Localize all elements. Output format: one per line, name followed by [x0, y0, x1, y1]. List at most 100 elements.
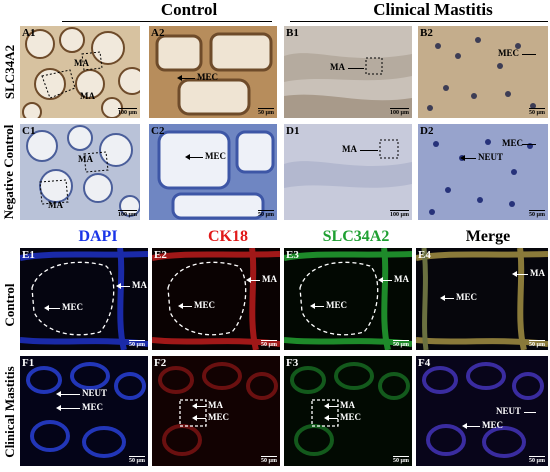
header-control: Control — [160, 0, 218, 19]
panel-b1: B1 MA 100 µm — [284, 26, 412, 118]
panel-e1-mec-label: MEC — [62, 302, 83, 312]
panel-d1-scale-bar: 100 µm — [390, 212, 409, 218]
panel-e3-scale-bar: 50 µm — [393, 342, 409, 348]
panel-a2-image — [149, 26, 277, 118]
panel-d1-label: D1 — [286, 125, 300, 137]
panel-e2-scale-bar: 50 µm — [261, 342, 277, 348]
panel-a2: A2 MEC 50 µm — [149, 26, 277, 118]
panel-e4-mec-arrow — [440, 295, 454, 301]
panel-f1-label: F1 — [22, 357, 35, 369]
panel-d2-mec-arrow — [522, 144, 536, 145]
panel-e3-ma-label: MA — [394, 274, 409, 284]
panel-e4-label: E4 — [418, 249, 431, 261]
panel-e3-mec-arrow — [310, 303, 324, 309]
panel-d2-mec-label: MEC — [502, 138, 523, 148]
panel-e1-image — [20, 248, 148, 350]
panel-e1-scale-bar: 50 µm — [129, 342, 145, 348]
panel-f3-ma-arrow — [324, 403, 338, 409]
panel-e1-label: E1 — [22, 249, 35, 261]
panel-f3-label: F3 — [286, 357, 299, 369]
panel-f2-ma-arrow — [192, 403, 206, 409]
panel-f4-neut-label: NEUT — [496, 406, 522, 416]
panel-e1-mec-arrow — [44, 305, 60, 311]
panel-f2-ma-label: MA — [208, 400, 223, 410]
panel-e2-image — [152, 248, 280, 350]
panel-c1-ma-label-2: MA — [48, 200, 63, 210]
panel-d2: D2 MEC NEUT 50 µm — [418, 124, 548, 220]
panel-b1-scale-bar: 100 µm — [390, 110, 409, 116]
panel-d2-scale-bar: 50 µm — [529, 212, 545, 218]
panel-f3-scale-bar: 50 µm — [393, 458, 409, 464]
panel-a1-scale-bar: 100 µm — [118, 110, 137, 116]
panel-d1-ma-label: MA — [342, 144, 357, 154]
panel-e1-ma-arrow — [116, 283, 130, 289]
panel-d1: D1 MA 100 µm — [284, 124, 412, 220]
panel-f4-label: F4 — [418, 357, 431, 369]
panel-f3-mec-arrow — [324, 415, 338, 421]
panel-e2-mec-label: MEC — [194, 300, 215, 310]
panel-b2: B2 MEC 50 µm — [418, 26, 548, 118]
panel-e2-ma-arrow — [246, 277, 260, 283]
panel-f1-neut-label: NEUT — [82, 388, 108, 398]
panel-f3: F3 MA MEC 50 µm — [284, 356, 412, 466]
panel-c1-scale-bar: 100 µm — [118, 212, 137, 218]
panel-f4: F4 NEUT MEC 50 µm — [416, 356, 548, 466]
panel-a2-label: A2 — [151, 27, 165, 39]
panel-c2-label: C2 — [151, 125, 165, 137]
panel-f2-scale-bar: 50 µm — [261, 458, 277, 464]
panel-b1-image — [284, 26, 412, 118]
row-label-slc34a2: SLC34A2 — [2, 44, 17, 100]
panel-e2: E2 MA MEC 50 µm — [152, 248, 280, 350]
panel-f2-mec-label: MEC — [208, 412, 229, 422]
panel-f1-scale-bar: 50 µm — [129, 458, 145, 464]
panel-c2-arrow — [185, 154, 203, 160]
panel-b1-arrow — [348, 68, 364, 69]
panel-e3-ma-arrow — [378, 277, 392, 283]
panel-c1-image — [20, 124, 140, 220]
row-label-negative-control: Negative Control — [1, 124, 16, 220]
panel-f2: F2 MA MEC 50 µm — [152, 356, 280, 466]
panel-e1: E1 MA MEC 50 µm — [20, 248, 148, 350]
panel-f4-mec-arrow — [462, 423, 480, 429]
header-ck18: CK18 — [208, 228, 248, 245]
panel-f1-image — [20, 356, 148, 466]
panel-e3-image — [284, 248, 412, 350]
row-label-clinical-mastitis: Clinical Mastitis — [2, 366, 17, 458]
panel-f2-mec-arrow — [192, 415, 206, 421]
panel-f4-scale-bar: 50 µm — [529, 458, 545, 464]
panel-b2-label: B2 — [420, 27, 433, 39]
header-merge: Merge — [465, 228, 511, 245]
panel-e4-ma-arrow — [512, 271, 528, 277]
panel-f4-neut-arrow — [524, 412, 536, 413]
panel-b2-arrow — [522, 54, 536, 55]
header-control-rule — [62, 21, 272, 22]
panel-f1-neut-arrow — [56, 391, 80, 397]
panel-f1-mec-label: MEC — [82, 402, 103, 412]
panel-c1: C1 MA MA 100 µm — [20, 124, 140, 220]
header-clinical-mastitis: Clinical Mastitis — [373, 0, 493, 19]
panel-a2-mec-label: MEC — [197, 72, 218, 82]
panel-d1-image — [284, 124, 412, 220]
panel-e3-label: E3 — [286, 249, 299, 261]
row-label-control: Control — [2, 283, 17, 327]
panel-a1-ma-label-1: MA — [74, 58, 89, 68]
header-clinical-mastitis-rule — [290, 21, 548, 22]
panel-d2-neut-label: NEUT — [478, 152, 504, 162]
panel-d2-label: D2 — [420, 125, 434, 137]
panel-e2-ma-label: MA — [262, 274, 277, 284]
panel-e4-scale-bar: 50 µm — [529, 342, 545, 348]
panel-f2-image — [152, 356, 280, 466]
panel-e4-ma-label: MA — [530, 268, 545, 278]
panel-f3-image — [284, 356, 412, 466]
panel-c2-image — [149, 124, 277, 220]
panel-e4: E4 MA MEC 50 µm — [416, 248, 548, 350]
panel-e4-mec-label: MEC — [456, 292, 477, 302]
panel-f2-label: F2 — [154, 357, 167, 369]
panel-b2-image — [418, 26, 548, 118]
panel-d1-arrow — [360, 150, 378, 151]
panel-c1-ma-label-1: MA — [78, 154, 93, 164]
panel-f4-mec-label: MEC — [482, 420, 503, 430]
panel-a2-arrow — [177, 75, 195, 81]
panel-e2-mec-arrow — [178, 303, 192, 309]
panel-c2: C2 MEC 50 µm — [149, 124, 277, 220]
